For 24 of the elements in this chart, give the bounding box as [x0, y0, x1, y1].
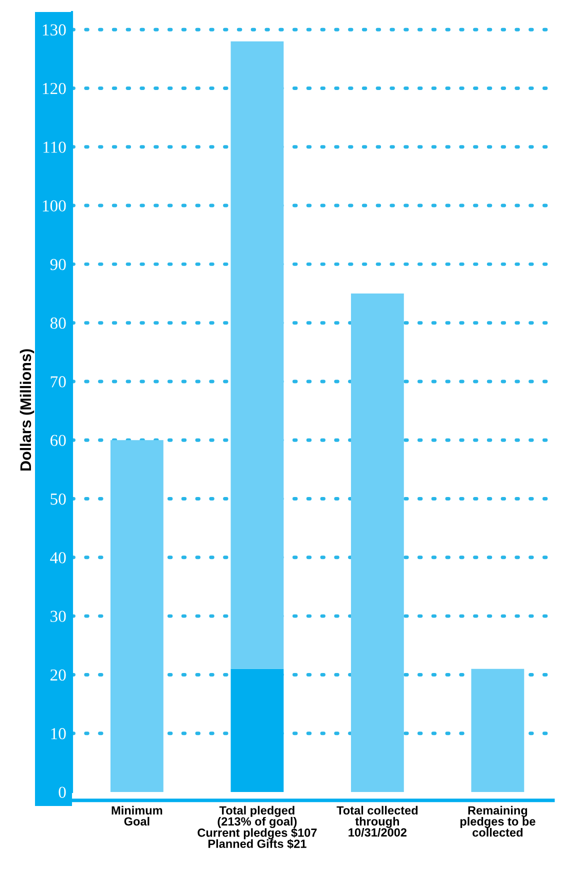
- bar: [110, 440, 164, 792]
- x-tick-label: Total collected through 10/31/2002: [336, 806, 418, 837]
- y-tick-label: 120: [42, 82, 66, 94]
- y-tick-label: 100: [42, 200, 66, 212]
- y-tick-label: 0: [58, 786, 66, 798]
- x-tick-label: Total pledged (213% of goal) Current pledges $107 Planned Gifts $21: [198, 806, 317, 849]
- y-tick-label: 30: [50, 610, 66, 622]
- bar: [471, 668, 524, 792]
- x-tick-label: Minimum Goal: [112, 806, 162, 826]
- y-tick-label: 60: [50, 434, 66, 446]
- y-tick-label: 50: [50, 493, 66, 505]
- bar: [230, 668, 284, 792]
- y-tick-label: 130: [42, 24, 66, 36]
- y-tick-label: 10: [51, 728, 66, 740]
- y-tick-label: 70: [50, 376, 66, 388]
- y-axis-title: Dollars (Millions): [20, 349, 34, 471]
- y-tick-label: 90: [50, 258, 66, 270]
- bar: [350, 294, 404, 792]
- x-tick-label: Remaining pledges to be collected: [460, 806, 536, 837]
- bar: [230, 41, 284, 669]
- y-tick-label: 80: [50, 318, 66, 329]
- y-tick-label: 20: [50, 669, 66, 681]
- y-tick-label: 40: [50, 552, 66, 564]
- y-tick-label: 110: [44, 142, 66, 153]
